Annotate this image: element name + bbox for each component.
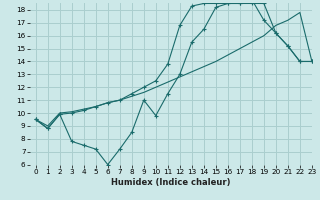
X-axis label: Humidex (Indice chaleur): Humidex (Indice chaleur) bbox=[111, 178, 230, 187]
